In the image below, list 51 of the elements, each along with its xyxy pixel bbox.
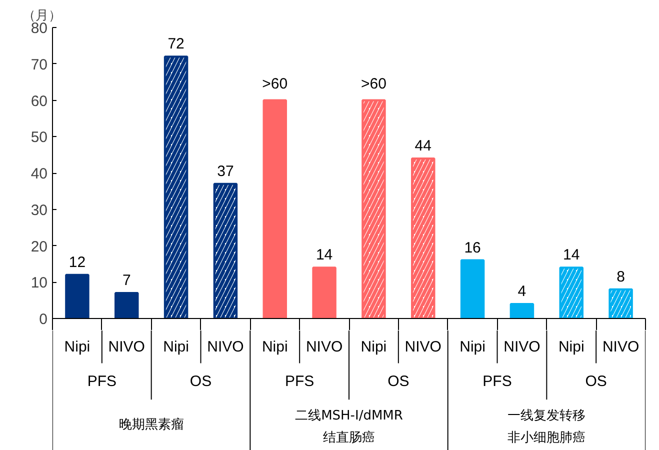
y-tick-label: 70 <box>30 56 48 74</box>
y-tick-label: 60 <box>30 92 48 110</box>
y-tick-label: 20 <box>30 238 48 256</box>
x-tick-label: NIVO <box>404 338 442 356</box>
text: PFS <box>87 372 117 390</box>
text: 16 <box>464 239 481 256</box>
y-tick-label: 30 <box>30 202 48 219</box>
bar <box>114 292 139 318</box>
text: 14 <box>316 246 333 264</box>
bar <box>510 302 534 318</box>
text: 晚期黑素瘤 <box>118 416 184 433</box>
x-tick-label: NIVO <box>306 338 343 356</box>
bar <box>262 99 287 318</box>
x-tick-label: NIVO <box>602 338 640 356</box>
x-tick-label: NIVO <box>108 338 145 356</box>
x-tick-label: Nipi <box>558 338 584 356</box>
x-tick-label: Nipi <box>64 338 90 356</box>
x-tick-label: Nipi <box>360 338 387 356</box>
text: PFS <box>482 372 512 390</box>
text: OS <box>388 372 410 390</box>
text: OS <box>190 372 212 390</box>
bar <box>312 266 336 318</box>
x-tick-label: Nipi <box>460 338 486 356</box>
text: 14 <box>563 246 580 264</box>
text: 72 <box>168 36 184 53</box>
y-tick-label: 0 <box>39 311 48 328</box>
text: 4 <box>518 282 526 300</box>
text: 非小细胞肺癌 <box>508 430 586 446</box>
text: PFS <box>284 372 314 390</box>
text: 一线复发转移 <box>508 408 586 424</box>
x-tick-label: NIVO <box>207 338 244 356</box>
text: 7 <box>122 272 131 290</box>
y-tick-label: 50 <box>30 129 48 146</box>
y-axis-title: （月） <box>22 8 62 22</box>
y-tick-label: 40 <box>30 166 48 182</box>
text: 二线MSH-I/dMMR <box>295 408 403 424</box>
text: OS <box>585 372 607 390</box>
text: 8 <box>616 268 625 286</box>
bar <box>65 274 90 318</box>
x-tick-label: Nipi <box>163 338 189 356</box>
text: 44 <box>414 137 432 154</box>
bar <box>460 259 485 318</box>
text: 37 <box>217 162 234 180</box>
x-tick-label: NIVO <box>504 338 540 356</box>
x-tick-label: Nipi <box>262 338 288 356</box>
text: >60 <box>360 75 386 92</box>
text: 结直肠癌 <box>323 430 375 446</box>
text: 12 <box>68 254 86 271</box>
y-tick-label: 10 <box>30 274 48 292</box>
y-tick-label: 80 <box>30 20 48 37</box>
text: >60 <box>262 75 288 92</box>
